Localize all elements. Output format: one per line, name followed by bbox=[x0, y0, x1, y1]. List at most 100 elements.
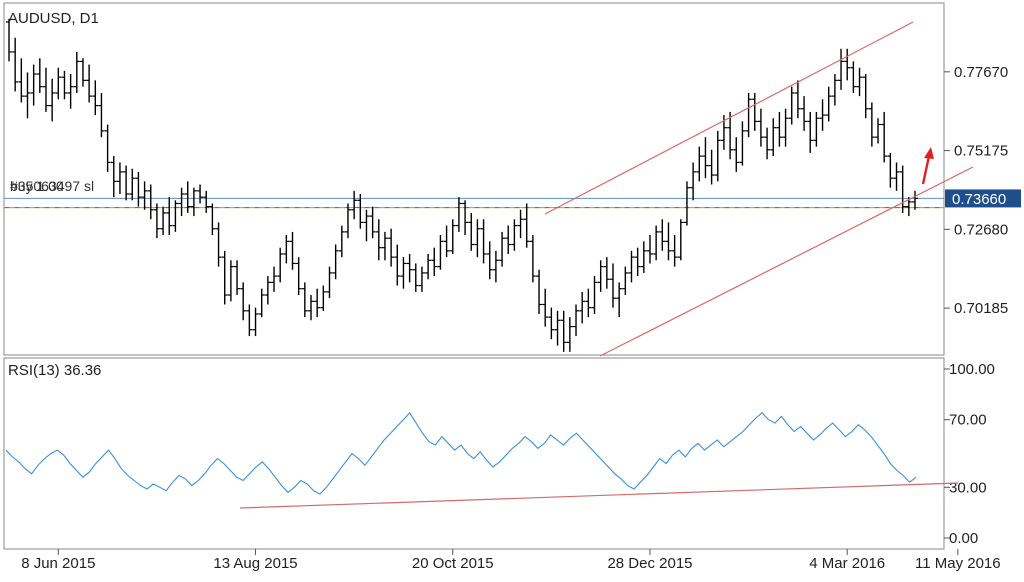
ohlc-bar bbox=[776, 111, 783, 147]
ohlc-bar bbox=[98, 92, 105, 138]
ohlc-bar bbox=[616, 282, 623, 318]
ohlc-bar bbox=[893, 162, 900, 191]
ohlc-bar bbox=[875, 118, 882, 144]
ohlc-bar bbox=[283, 235, 290, 264]
ohlc-bar bbox=[412, 263, 419, 292]
ohlc-bar bbox=[585, 288, 592, 318]
ohlc-bar bbox=[566, 317, 573, 352]
ohlc-bar bbox=[49, 78, 56, 122]
ohlc-bar bbox=[264, 276, 271, 305]
price-tick-label: 0.72680 bbox=[954, 221, 1008, 238]
ohlc-bar bbox=[825, 86, 832, 122]
rsi-line bbox=[5, 412, 917, 495]
rsi-tick-label: 70.00 bbox=[949, 412, 987, 429]
ohlc-bar bbox=[363, 209, 370, 242]
time-tick-label: 11 May 2016 bbox=[915, 555, 1001, 572]
ohlc-bar bbox=[443, 225, 450, 258]
time-tick-label: 4 Mar 2016 bbox=[809, 555, 885, 572]
ohlc-bar bbox=[406, 253, 413, 283]
channel-lower-trendline[interactable] bbox=[599, 166, 974, 357]
ohlc-bar bbox=[455, 197, 462, 232]
ohlc-bar bbox=[178, 187, 185, 217]
candles-group bbox=[6, 18, 918, 352]
ohlc-bar bbox=[240, 282, 247, 321]
ohlc-bar bbox=[344, 203, 351, 239]
time-tick-label: 8 Jun 2015 bbox=[21, 555, 95, 572]
ohlc-bar bbox=[714, 130, 721, 182]
time-tick-label: 13 Aug 2015 bbox=[213, 555, 297, 572]
price-tick-label: 0.70185 bbox=[954, 300, 1008, 317]
ohlc-bar bbox=[375, 219, 382, 261]
ohlc-bar bbox=[252, 307, 259, 337]
ohlc-bar bbox=[295, 257, 302, 296]
ohlc-bar bbox=[745, 92, 752, 138]
ohlc-bar bbox=[184, 181, 191, 213]
ohlc-bar bbox=[215, 222, 222, 267]
ohlc-bar bbox=[42, 67, 49, 112]
ohlc-bar bbox=[449, 219, 456, 254]
rsi-tick-label: 30.00 bbox=[949, 479, 987, 496]
time-tick-label: 20 Oct 2015 bbox=[412, 555, 494, 572]
ohlc-bar bbox=[381, 231, 388, 261]
ohlc-bar bbox=[659, 219, 666, 251]
order-label-overlay[interactable]: buy 1.00 bbox=[10, 178, 64, 194]
order-label[interactable]: #35063497 sl bbox=[10, 178, 94, 194]
ohlc-bar bbox=[751, 92, 758, 131]
ohlc-bar bbox=[868, 102, 875, 147]
ohlc-bar bbox=[862, 74, 869, 119]
ohlc-bar bbox=[357, 193, 364, 229]
current-price-badge-text: 0.73660 bbox=[952, 191, 1006, 208]
rsi-tick-label: 0.00 bbox=[949, 530, 978, 547]
ohlc-bar bbox=[86, 64, 93, 103]
ohlc-bar bbox=[36, 58, 43, 93]
ohlc-bar bbox=[560, 310, 567, 352]
ohlc-bar bbox=[727, 111, 734, 160]
price-tick-label: 0.75175 bbox=[954, 143, 1008, 160]
ohlc-bar bbox=[135, 171, 142, 207]
rsi-panel-frame bbox=[3, 357, 945, 550]
chart-title: AUDUSD, D1 bbox=[8, 10, 99, 27]
ohlc-bar bbox=[523, 203, 530, 248]
ohlc-bar bbox=[153, 203, 160, 239]
ohlc-bar bbox=[511, 219, 518, 251]
ohlc-bar bbox=[733, 137, 740, 172]
ohlc-bar bbox=[418, 266, 425, 292]
ohlc-bar bbox=[813, 111, 820, 147]
channel-upper-trendline[interactable] bbox=[544, 21, 914, 215]
ohlc-bar bbox=[67, 74, 74, 109]
ohlc-bar bbox=[696, 146, 703, 182]
ohlc-bar bbox=[394, 244, 401, 286]
ohlc-bar bbox=[271, 266, 278, 292]
ohlc-bar bbox=[209, 203, 216, 236]
ohlc-bar bbox=[492, 250, 499, 283]
ohlc-bar bbox=[104, 124, 111, 172]
ohlc-bar bbox=[603, 257, 610, 289]
rsi-trendline[interactable] bbox=[239, 482, 959, 509]
ohlc-bar bbox=[55, 67, 62, 100]
ohlc-bar bbox=[856, 67, 863, 97]
ohlc-bar bbox=[197, 184, 204, 204]
ohlc-bar bbox=[338, 225, 345, 258]
ohlc-bar bbox=[320, 285, 327, 311]
time-axis: 8 Jun 2015 13 Aug 2015 20 Oct 2015 28 Dec 2… bbox=[21, 549, 1001, 572]
ohlc-bar bbox=[634, 247, 641, 277]
ohlc-bar bbox=[794, 80, 801, 119]
ohlc-bar bbox=[788, 86, 795, 125]
ohlc-bar bbox=[116, 162, 123, 194]
ohlc-bar bbox=[73, 51, 80, 93]
ohlc-bar bbox=[887, 152, 894, 188]
ohlc-bar bbox=[622, 266, 629, 296]
ohlc-bar bbox=[905, 197, 912, 217]
ohlc-bar bbox=[431, 247, 438, 277]
ohlc-bar bbox=[499, 231, 506, 267]
rsi-label: RSI(13) 36.36 bbox=[8, 362, 101, 379]
ohlc-bar bbox=[819, 99, 826, 131]
ohlc-bar bbox=[400, 257, 407, 289]
ohlc-bar bbox=[690, 162, 697, 201]
ohlc-bar bbox=[628, 250, 635, 283]
rsi-tick-label: 100.00 bbox=[949, 361, 995, 378]
ohlc-bar bbox=[190, 187, 197, 217]
